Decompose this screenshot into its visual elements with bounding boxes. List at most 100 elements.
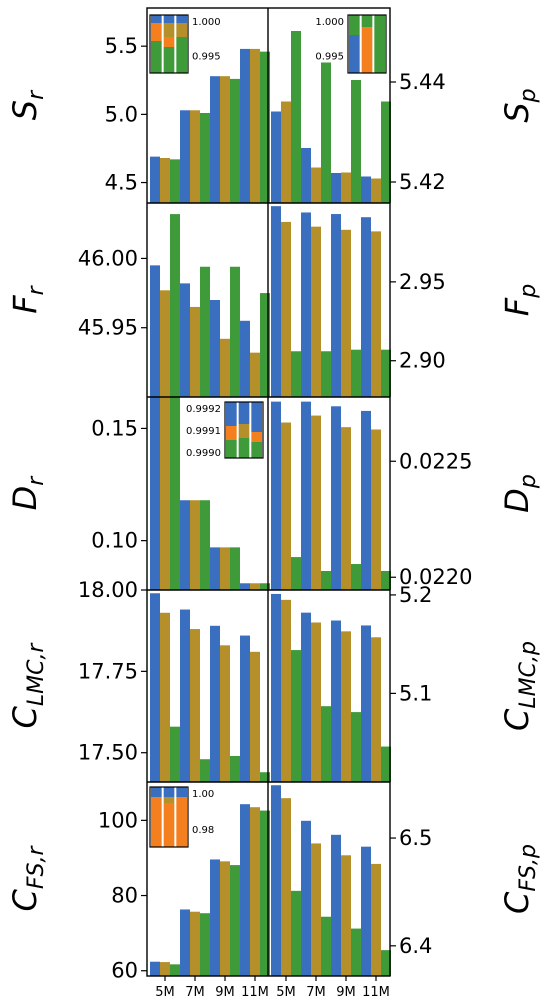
x-tick-label: 5M <box>155 985 175 1000</box>
bar-5M-s1 <box>160 397 170 590</box>
bar-11M-s1 <box>250 807 260 976</box>
bar-11M-s1 <box>250 48 260 204</box>
x-tick-label: 9M <box>215 985 235 1000</box>
bar-9M-s1 <box>341 172 351 203</box>
y-axis-label: Fr <box>6 284 49 313</box>
bar-5M-s0 <box>150 961 160 976</box>
bar-11M-s2 <box>260 810 270 976</box>
bar-11M-s1 <box>250 352 260 397</box>
bar-5M-s2 <box>291 351 301 397</box>
inset-bar-segment <box>226 426 237 440</box>
inset-S-r: 1.000 0.995 <box>149 14 221 74</box>
bar-11M-s1 <box>371 231 381 397</box>
y-tick-label: 6.4 <box>399 934 432 958</box>
y-tick-label: 4.5 <box>105 171 138 195</box>
bar-5M-s1 <box>281 221 291 397</box>
bar-7M-s1 <box>190 306 200 397</box>
inset-frame <box>224 401 264 459</box>
bar-9M-s2 <box>230 755 240 782</box>
bar-7M-s2 <box>321 62 331 203</box>
bar-11M-s0 <box>361 176 371 203</box>
y-tick-label: 0.10 <box>91 529 138 553</box>
bar-9M-s0 <box>331 620 341 782</box>
y-tick-label: 18.00 <box>78 578 138 602</box>
panel-left-1: 45.95 46.00 Fr <box>6 214 270 397</box>
y-tick-label: 2.90 <box>399 349 446 373</box>
bar-11M-s0 <box>361 217 371 397</box>
bar-7M-s1 <box>190 629 200 782</box>
bar-5M-s2 <box>291 650 301 782</box>
inset-S-p: 1.000 0.995 <box>315 14 387 74</box>
panel-left-4: 60 80 100 CFS,r <box>6 804 270 983</box>
bar-11M-s1 <box>371 863 381 976</box>
bar-11M-s2 <box>381 570 391 590</box>
inset-bar-segment <box>238 438 250 458</box>
bar-5M-s2 <box>291 557 301 590</box>
inset-bar-segment <box>361 15 373 27</box>
bar-5M-s2 <box>170 397 180 590</box>
bar-11M-s2 <box>260 51 270 203</box>
bar-11M-s0 <box>240 804 250 976</box>
bar-5M-s0 <box>271 401 281 590</box>
y-tick-label: 5.1 <box>399 681 432 705</box>
inset-tick-label: 0.9992 <box>186 404 221 415</box>
bar-11M-s0 <box>361 410 371 590</box>
bar-7M-s0 <box>180 283 190 397</box>
panel-right-1: 2.90 2.95 Fp <box>271 206 541 397</box>
bar-9M-s2 <box>351 80 361 203</box>
y-tick-label: 80 <box>111 884 138 908</box>
bar-9M-s0 <box>331 173 341 203</box>
panel-right-0: 5.42 5.44 Sp <box>271 31 541 203</box>
inset-bar-segment <box>163 803 175 847</box>
bar-11M-s2 <box>381 950 391 976</box>
x-tick-label: 5M <box>276 985 296 1000</box>
panel-left-0: 4.5 5.0 5.5 Sr <box>6 34 270 204</box>
inset-bar-segment <box>238 402 250 424</box>
inset-frame <box>347 14 387 74</box>
y-axis-label: Fp <box>498 284 541 316</box>
bar-5M-s1 <box>160 290 170 397</box>
bar-5M-s2 <box>170 726 180 782</box>
inset-bar-segment <box>163 797 175 803</box>
bar-7M-s1 <box>311 226 321 397</box>
bar-7M-s2 <box>321 351 331 397</box>
bar-11M-s0 <box>361 625 371 782</box>
inset-tick-label: 0.9990 <box>186 448 221 459</box>
inset-bar-segment <box>176 37 187 73</box>
inset-tick-label: 0.995 <box>315 52 344 63</box>
bar-9M-s1 <box>341 229 351 397</box>
y-tick-label: 2.95 <box>399 270 446 294</box>
bar-7M-s2 <box>200 759 210 782</box>
bar-5M-s0 <box>150 397 160 590</box>
bar-5M-s2 <box>170 159 180 203</box>
bar-9M-s2 <box>351 564 361 590</box>
bar-7M-s1 <box>311 167 321 203</box>
x-tick-label: 11M <box>362 985 390 1000</box>
bar-5M-s1 <box>160 612 170 782</box>
bar-5M-s1 <box>281 599 291 782</box>
bar-9M-s0 <box>210 300 220 397</box>
bar-5M-s2 <box>291 31 301 203</box>
bar-5M-s2 <box>291 890 301 976</box>
y-tick-label: 0.0220 <box>399 565 472 589</box>
bar-7M-s1 <box>190 110 200 203</box>
inset-C-FS-r: 1.00 0.98 <box>149 786 214 848</box>
bar-5M-s0 <box>150 265 160 397</box>
bar-9M-s2 <box>230 865 240 976</box>
bar-5M-s0 <box>150 156 160 203</box>
y-tick-label: 5.0 <box>105 102 138 126</box>
bar-9M-s2 <box>351 349 361 397</box>
inset-tick-label: 1.000 <box>315 17 344 28</box>
inset-bar-segment <box>176 23 187 37</box>
x-tick-label: 7M <box>185 985 205 1000</box>
y-tick-label: 46.00 <box>78 246 138 270</box>
bar-7M-s0 <box>180 500 190 590</box>
bar-9M-s1 <box>220 547 230 590</box>
panel-left-3: 17.50 17.75 18.00 CLMC,r <box>6 578 270 782</box>
bar-9M-s2 <box>230 78 240 203</box>
y-tick-label: 60 <box>111 959 138 983</box>
inset-bar-segment <box>176 787 187 797</box>
bar-5M-s1 <box>281 422 291 590</box>
bar-7M-s1 <box>311 843 321 976</box>
bar-5M-s0 <box>271 111 281 203</box>
